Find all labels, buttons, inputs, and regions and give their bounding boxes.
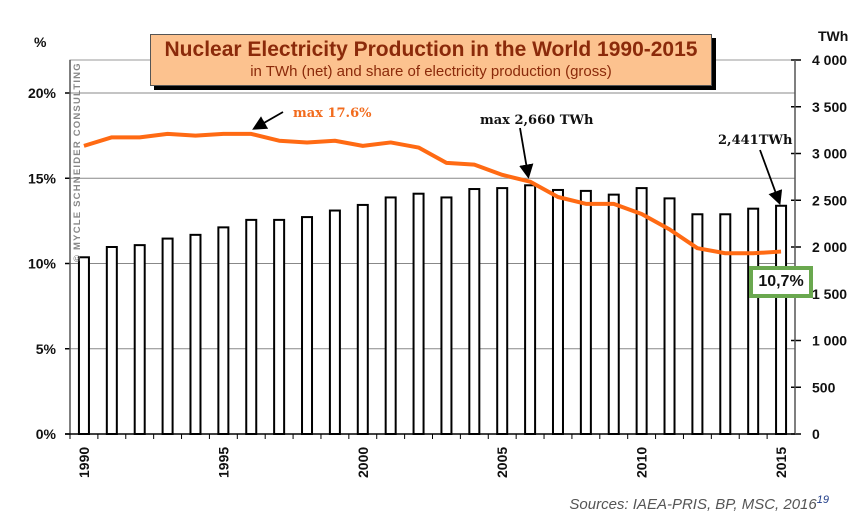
x-tick-label: 2005	[494, 447, 510, 478]
bar	[775, 204, 788, 435]
right-tick-label: 1 500	[812, 286, 847, 302]
bar	[412, 192, 425, 435]
bar	[301, 216, 314, 435]
arrow-last-twh	[759, 149, 783, 206]
left-tick-label: 10%	[28, 256, 57, 272]
chart-subtitle: in TWh (net) and share of electricity pr…	[250, 63, 612, 80]
bar	[77, 256, 90, 435]
bar	[607, 193, 620, 435]
right-axis-label: TWh	[818, 28, 848, 44]
annotation-last-share-badge: 10,7%	[749, 266, 813, 298]
x-tick-label: 2010	[634, 447, 650, 478]
watermark: © MYCLE SCHNEIDER CONSULTING	[72, 62, 83, 262]
left-tick-label: 15%	[28, 170, 57, 186]
bar	[133, 244, 146, 435]
right-tick-label: 2 500	[812, 192, 847, 208]
bar	[635, 187, 648, 435]
chart-title: Nuclear Electricity Production in the Wo…	[164, 38, 698, 61]
x-tick-label: 1990	[76, 447, 92, 478]
right-tick-label: 3 000	[812, 146, 847, 162]
arrows	[252, 111, 783, 206]
share-line	[83, 131, 782, 256]
bar	[356, 203, 369, 435]
right-tick-label: 4 000	[812, 52, 847, 68]
bar	[217, 226, 230, 435]
bar	[551, 188, 564, 435]
right-tick-label: 2 000	[812, 239, 847, 255]
x-tick-label: 2015	[773, 447, 789, 478]
annotation-max-twh: max 2,660 TWh	[480, 113, 594, 128]
bar	[719, 213, 732, 435]
bar	[496, 187, 509, 435]
bar	[579, 189, 592, 435]
bar	[161, 237, 174, 435]
left-tick-label: 0%	[36, 426, 57, 442]
source-text: Sources: IAEA-PRIS, BP, MSC, 2016	[569, 496, 817, 513]
bar	[245, 218, 258, 435]
axes	[65, 59, 801, 439]
x-tick-label: 2000	[355, 447, 371, 478]
arrow-max-twh	[519, 127, 534, 179]
right-tick-label: 500	[812, 379, 836, 395]
right-tick-label: 0	[812, 426, 820, 442]
chart-title-box: Nuclear Electricity Production in the Wo…	[150, 34, 712, 86]
right-tick-label: 3 500	[812, 99, 847, 115]
bar	[328, 209, 341, 435]
right-tick-label: 1 000	[812, 333, 847, 349]
gridlines	[69, 59, 796, 435]
arrow-max-share	[252, 111, 284, 130]
bar	[273, 218, 286, 435]
bars	[77, 184, 788, 435]
tick-labels: 0% 5% 10% 15% 20%% 0 500 1 000 1 500 2 000 2 500 3 …	[28, 28, 848, 478]
left-axis-label: %	[34, 34, 47, 50]
left-tick-label: 20%	[28, 85, 57, 101]
x-tick-label: 1995	[215, 447, 231, 478]
bar	[524, 184, 537, 435]
annotation-max-share: max 17.6%	[293, 106, 372, 121]
bar	[468, 188, 481, 435]
source-note: Sources: IAEA-PRIS, BP, MSC, 201619	[569, 494, 829, 513]
bar	[440, 196, 453, 435]
footnote-ref: 19	[816, 494, 829, 506]
bar	[105, 246, 118, 435]
bar	[189, 233, 202, 435]
left-tick-label: 5%	[36, 341, 57, 357]
bar	[384, 196, 397, 435]
annotation-last-twh: 2,441TWh	[718, 133, 793, 148]
plot-area	[69, 59, 796, 435]
bar	[747, 207, 760, 435]
